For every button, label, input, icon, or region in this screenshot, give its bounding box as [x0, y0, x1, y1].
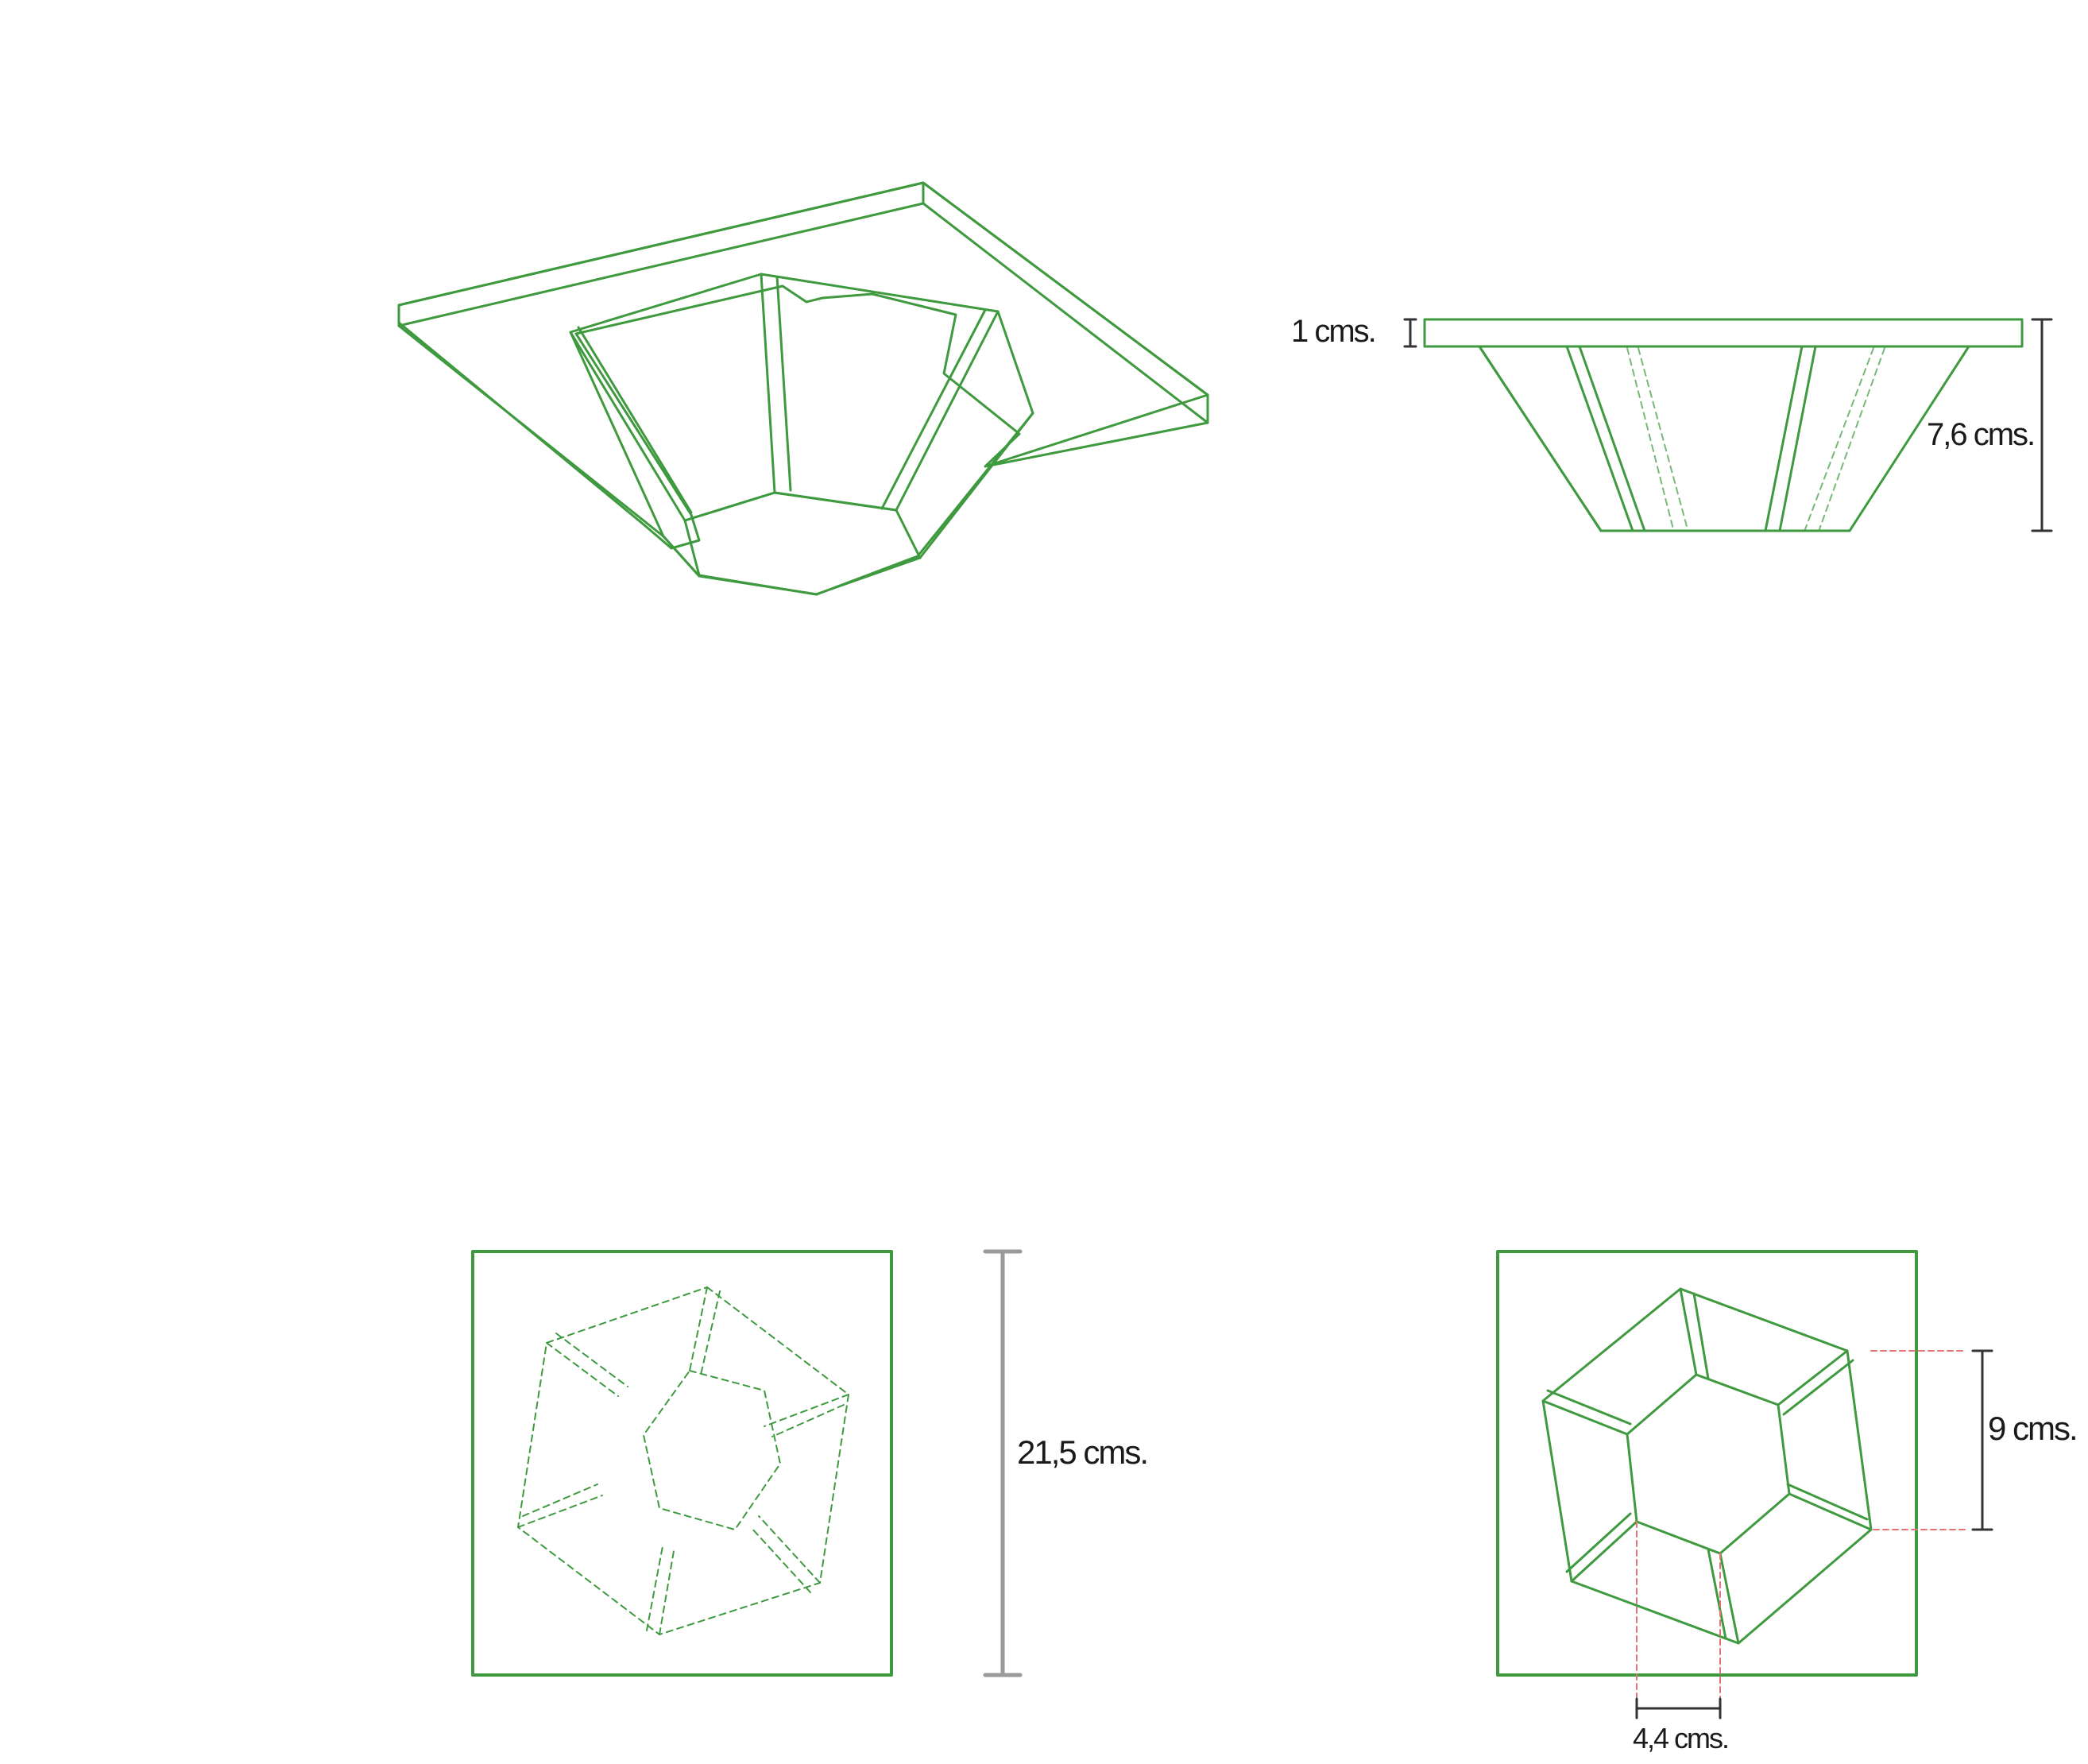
- inner-hexagon: [1626, 1373, 1791, 1555]
- hexagon-width-label: 9 cms.: [1988, 1410, 2077, 1447]
- cup-rim: [569, 273, 1034, 596]
- cup-edge-3b: [577, 326, 693, 514]
- hidden-outer-hexagon: [517, 1286, 849, 1635]
- bottom-width-dimension: [1635, 1697, 1722, 1720]
- plate-outline-2: [1496, 1250, 1918, 1677]
- cup-edge-3: [569, 331, 686, 522]
- plan-view-hidden: 21,5 cms.: [471, 1249, 1149, 1677]
- plate-width-label: 21,5 cms.: [1017, 1433, 1147, 1471]
- cup-bottom-inner: [683, 491, 898, 522]
- plate-width-dimension: [983, 1249, 1023, 1677]
- bottom-width-label: 4,4 cms.: [1633, 1722, 1728, 1754]
- side-edge-2: [1764, 345, 1804, 532]
- hidden-inner-hexagon: [643, 1370, 781, 1530]
- cup-edge-1b: [775, 275, 792, 492]
- side-hidden-2: [1638, 347, 1688, 530]
- cup-edge-2: [895, 310, 1000, 512]
- side-view: 1 cms. 7,6 cms.: [1291, 314, 2053, 532]
- side-cup-body: [1478, 345, 1970, 532]
- plate-outline: [471, 1250, 893, 1677]
- hexagon-width-dimension: [1971, 1349, 1993, 1531]
- flange-top-face: [397, 181, 1209, 550]
- side-flange: [1423, 318, 2024, 348]
- cup-edge-1: [760, 273, 776, 494]
- outer-hexagon: [1541, 1287, 1873, 1645]
- side-edge-1b: [1578, 345, 1646, 532]
- flange-right-edge: [922, 181, 1209, 424]
- side-edge-3: [1478, 345, 1603, 532]
- total-height-label: 7,6 cms.: [1927, 417, 2034, 452]
- flange-thickness-dimension: [1403, 318, 1417, 348]
- side-edge-2b: [1778, 345, 1817, 532]
- side-edge-1: [1565, 345, 1634, 532]
- side-hidden-4: [1819, 347, 1885, 530]
- side-hidden-1: [1626, 347, 1674, 530]
- guide-lines: [1636, 1350, 1967, 1709]
- flange-thickness-label: 1 cms.: [1291, 314, 1375, 349]
- total-height-dimension: [2031, 318, 2053, 532]
- cup-edge-4: [918, 412, 1034, 559]
- cup-edge-2b: [880, 308, 987, 510]
- side-hidden-3: [1804, 347, 1874, 530]
- flange-under-right: [984, 421, 1209, 468]
- plan-view-visible: 9 cms. 4,4 cms.: [1496, 1250, 2078, 1754]
- isometric-view: [397, 181, 1209, 596]
